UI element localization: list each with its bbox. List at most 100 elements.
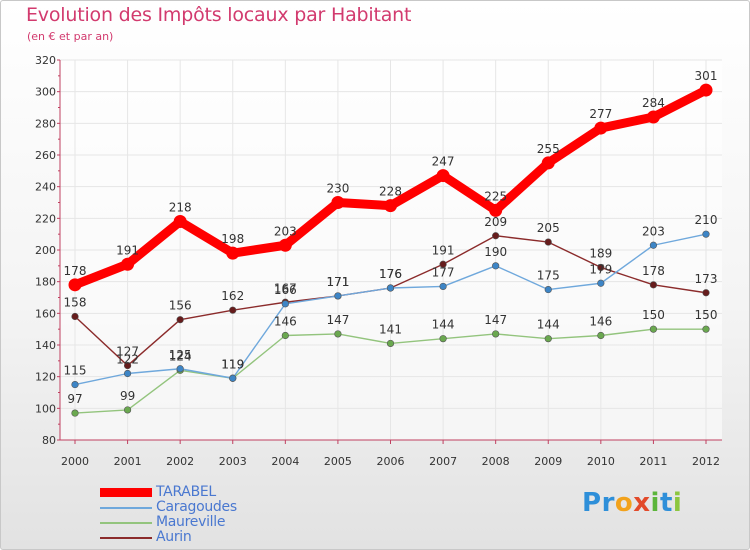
data-point (439, 260, 447, 268)
data-point (71, 380, 79, 389)
logo-letter: i (650, 488, 660, 518)
data-label: 218 (169, 201, 192, 215)
data-label: 190 (484, 245, 507, 259)
data-label: 146 (274, 315, 297, 329)
x-tick-label: 2011 (639, 455, 667, 468)
data-label: 255 (537, 142, 560, 156)
chart-title: Evolution des Impôts locaux par Habitant (26, 4, 412, 26)
data-label: 147 (326, 313, 349, 327)
data-label: 127 (116, 345, 139, 359)
data-point (699, 83, 713, 97)
data-point (226, 246, 240, 260)
legend-swatch (100, 507, 152, 509)
data-point (489, 203, 503, 217)
data-point (492, 262, 500, 270)
data-point (331, 196, 345, 209)
data-label: 146 (589, 315, 612, 329)
data-point (439, 282, 447, 291)
x-tick-label: 2006 (377, 455, 405, 468)
legend-label: Caragoudes (156, 499, 237, 515)
data-label: 158 (64, 296, 87, 310)
data-label: 141 (379, 322, 402, 336)
x-tick-label: 2002 (166, 455, 194, 468)
data-point (702, 230, 710, 238)
data-label: 144 (537, 318, 560, 332)
data-label: 189 (589, 246, 612, 260)
data-point (544, 285, 552, 294)
legend-swatch (100, 522, 152, 524)
data-point (334, 330, 342, 338)
data-point (229, 306, 237, 314)
data-point (173, 215, 187, 228)
x-tick-label: 2004 (271, 455, 299, 468)
data-label: 176 (379, 267, 402, 281)
y-tick-label: 100 (35, 402, 56, 415)
data-point (71, 312, 79, 321)
data-label: 191 (432, 243, 455, 257)
data-label: 178 (64, 264, 87, 278)
x-tick-label: 2008 (482, 455, 510, 468)
data-label: 171 (326, 275, 349, 289)
x-tick-label: 2005 (324, 455, 352, 468)
y-tick-label: 80 (42, 434, 56, 447)
data-label: 210 (695, 213, 718, 227)
data-label: 97 (67, 392, 82, 406)
data-label: 277 (589, 107, 612, 121)
data-point (176, 365, 184, 373)
data-point (384, 199, 397, 213)
data-label: 122 (116, 353, 139, 367)
data-point (544, 335, 552, 343)
data-label: 119 (221, 357, 244, 371)
data-label: 247 (432, 155, 455, 169)
data-point (71, 409, 79, 417)
data-point (176, 316, 184, 324)
data-label: 166 (274, 283, 297, 297)
data-label: 156 (169, 299, 192, 313)
y-tick-label: 240 (35, 181, 56, 194)
data-point (492, 330, 500, 338)
data-point (594, 121, 608, 135)
data-label: 178 (642, 264, 665, 278)
data-point (121, 257, 135, 271)
data-point (386, 339, 395, 348)
data-point (278, 238, 292, 252)
x-tick-label: 2007 (429, 455, 457, 468)
data-label: 147 (484, 313, 507, 327)
data-label: 205 (537, 221, 560, 235)
x-tick-label: 2010 (587, 455, 615, 468)
data-label: 175 (537, 269, 560, 283)
data-point (702, 289, 710, 297)
y-tick-label: 220 (35, 212, 56, 225)
data-point (649, 325, 658, 333)
y-tick-label: 140 (35, 339, 56, 352)
data-point (597, 279, 605, 287)
logo-letter: r (601, 488, 615, 518)
data-label: 191 (116, 243, 139, 257)
data-point (123, 369, 132, 378)
y-tick-label: 120 (35, 371, 56, 384)
data-point (597, 263, 605, 272)
data-point (492, 232, 500, 240)
data-label: 301 (695, 69, 718, 83)
data-label: 176 (379, 267, 402, 281)
data-point (597, 331, 605, 340)
logo-letter: t (659, 488, 673, 518)
data-label: 177 (432, 265, 455, 279)
data-label: 125 (169, 348, 192, 362)
data-point (281, 300, 289, 308)
data-label: 150 (695, 308, 718, 322)
y-tick-label: 260 (35, 149, 56, 162)
data-point (436, 169, 450, 183)
legend-label: Maureville (156, 514, 226, 530)
legend-label: Aurin (156, 529, 192, 545)
data-label: 115 (64, 364, 87, 378)
x-tick-label: 2012 (692, 455, 720, 468)
x-tick-label: 2003 (219, 455, 247, 468)
legend-swatch (100, 537, 152, 539)
chart-subtitle: (en € et par an) (27, 30, 114, 43)
data-point (334, 292, 342, 300)
data-label: 284 (642, 96, 665, 110)
data-label: 179 (589, 262, 612, 276)
data-label: 209 (484, 215, 507, 229)
